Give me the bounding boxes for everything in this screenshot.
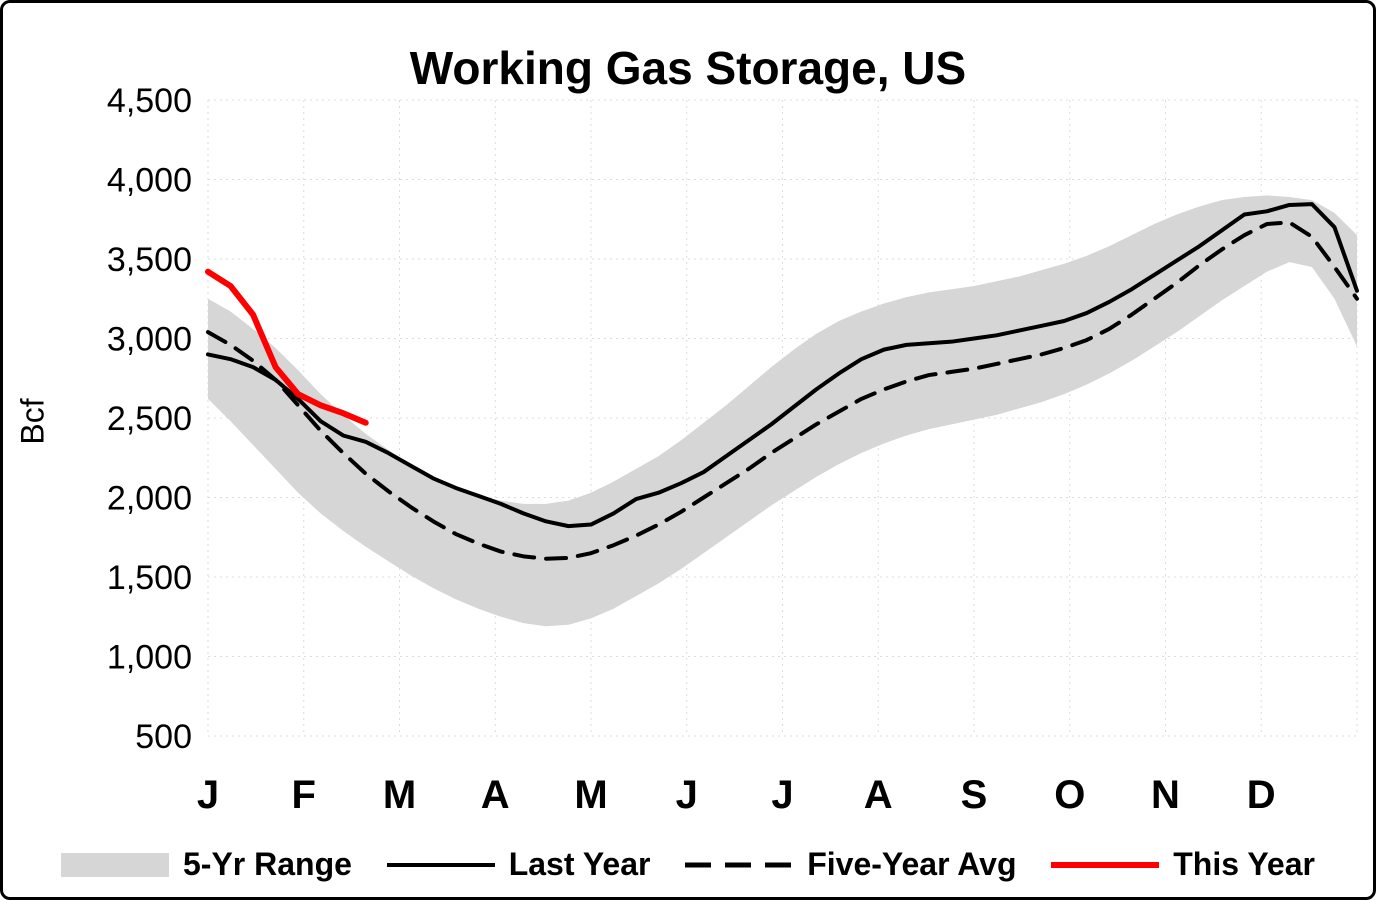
legend-item-last-year: Last Year xyxy=(386,846,651,883)
legend-label-last-year: Last Year xyxy=(508,846,651,882)
five-year-range-band xyxy=(208,195,1357,627)
x-tick-label: M xyxy=(574,773,607,817)
legend-item-five-year-avg: Five-Year Avg xyxy=(685,846,1016,883)
y-tick-label: 1,500 xyxy=(107,559,192,597)
x-tick-label: N xyxy=(1151,773,1180,817)
series-line-this-year xyxy=(205,268,369,426)
x-tick-label: M xyxy=(383,773,416,817)
x-tick-label: A xyxy=(481,773,510,817)
legend-label-5yr-range: 5-Yr Range xyxy=(183,846,352,882)
x-tick-label: O xyxy=(1054,773,1085,817)
legend-label-five-year-avg: Five-Year Avg xyxy=(807,846,1017,882)
legend-item-this-year: This Year xyxy=(1051,846,1315,883)
x-tick-label: J xyxy=(771,773,793,817)
last-year-line-swatch-icon xyxy=(386,862,495,867)
series-line-last-year xyxy=(206,202,1359,529)
x-tick-label: S xyxy=(961,773,988,817)
y-tick-label: 4,000 xyxy=(107,162,192,200)
y-tick-label: 4,500 xyxy=(107,82,192,120)
legend-label-this-year: This Year xyxy=(1173,846,1315,882)
y-tick-label: 500 xyxy=(135,718,192,756)
x-tick-label: A xyxy=(864,773,893,817)
y-tick-label: 2,500 xyxy=(107,400,192,438)
chart-title: Working Gas Storage, US xyxy=(409,42,967,94)
series-line-five-year-avg xyxy=(206,220,1359,561)
x-tick-label: D xyxy=(1247,773,1276,817)
this-year-line-swatch-icon xyxy=(1051,861,1160,868)
storage-chart-plot-area: 500 1,000 1,500 2,000 2,500 3,000 3,500 4,000 4,… xyxy=(107,82,1359,817)
y-tick-label: 1,000 xyxy=(107,639,192,677)
legend-item-5yr-range: 5-Yr Range xyxy=(61,846,352,883)
x-tick-label: F xyxy=(292,773,316,817)
five-year-avg-dashed-line-swatch-icon xyxy=(685,862,794,867)
y-tick-label: 3,500 xyxy=(107,241,192,279)
y-tick-label: 3,000 xyxy=(107,321,192,359)
range-band-swatch-icon xyxy=(61,852,169,877)
x-tick-label: J xyxy=(197,773,219,817)
x-tick-label: J xyxy=(676,773,698,817)
y-tick-label: 2,000 xyxy=(107,480,192,518)
chart-legend: 5-Yr Range Last Year Five-Year Avg This … xyxy=(3,846,1373,883)
